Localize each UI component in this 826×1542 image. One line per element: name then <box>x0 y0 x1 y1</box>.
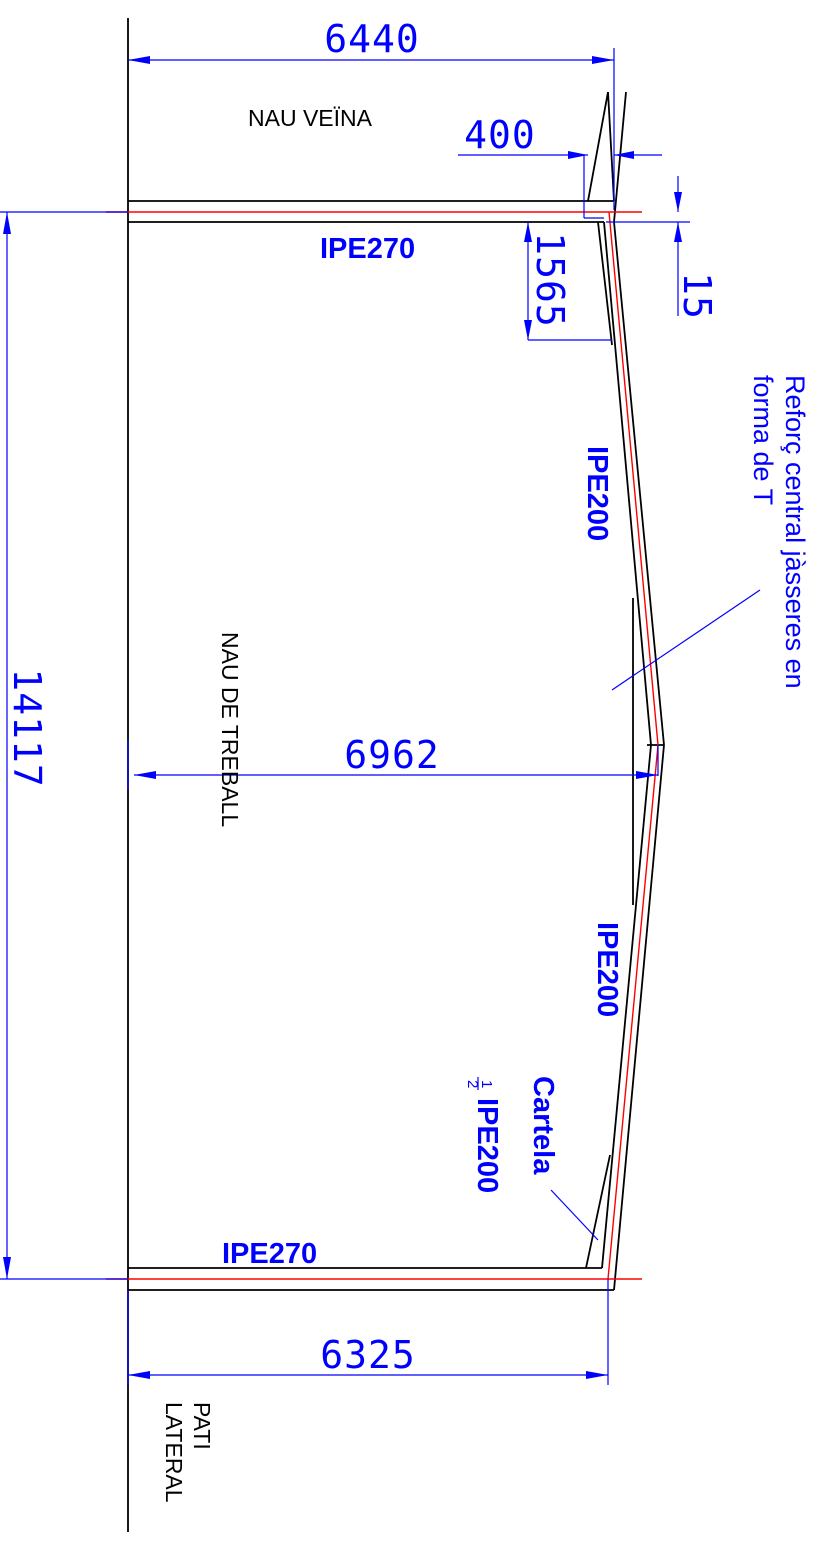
dim-14117-text: 14117 <box>5 668 49 787</box>
gusset-fraction-numerator: 1 <box>478 1080 495 1088</box>
dim-6325-arrow-right <box>586 1371 608 1379</box>
dimension-texts: 6440 400 1565 15 14117 6962 6325 <box>5 17 719 1377</box>
reinforcement-leader <box>611 589 761 691</box>
dim-6440-text: 6440 <box>324 17 420 61</box>
profile-labels: IPE270 IPE200 IPE200 IPE270 Cartela 1 2 … <box>222 233 623 1270</box>
gusset-fraction-denominator: 2 <box>464 1080 481 1088</box>
reinforcement-note-line2: forma de T <box>748 375 778 505</box>
top-beam-profile: IPE270 <box>320 233 415 265</box>
upper-girder-inner <box>603 221 652 746</box>
dimension-lines <box>0 48 761 1385</box>
dim-400-text: 400 <box>464 113 536 157</box>
patio-label-line1: PATI <box>189 1402 215 1450</box>
lower-girder-profile: IPE200 <box>591 922 623 1017</box>
dim-14117-arrow-top <box>3 212 11 234</box>
dim-14117-arrow-bottom <box>3 1257 11 1279</box>
dim-6325-arrow-left <box>128 1371 150 1379</box>
dim-1565-text: 1565 <box>528 232 572 328</box>
gusset-label-line2: IPE200 <box>471 1098 503 1193</box>
neighbor-bay-label: NAU VEÏNA <box>248 105 373 131</box>
dim-6962-text: 6962 <box>344 733 440 777</box>
lower-girder-inner <box>601 744 652 1269</box>
gusset-leader <box>550 1189 599 1241</box>
dim-6325-text: 6325 <box>320 1333 416 1377</box>
axis-lines <box>106 211 659 1280</box>
reinforcement-note-line1: Reforç central jàsseres en <box>780 375 810 689</box>
top-haunch-line <box>597 221 613 346</box>
work-bay-label: NAU DE TREBALL <box>217 632 243 827</box>
dim-6440-arrow-right <box>592 56 614 64</box>
patio-label-line2: LATERAL <box>161 1402 187 1503</box>
dim-15-arrow-bottom <box>674 222 682 242</box>
notes: Reforç central jàsseres en forma de T <box>748 375 810 689</box>
area-labels: NAU VEÏNA NAU DE TREBALL PATI LATERAL <box>161 105 373 1503</box>
dim-1565-arrow-top <box>524 222 532 242</box>
dim-15-arrow-top <box>674 192 682 212</box>
top-column-line <box>613 91 627 223</box>
dim-6962-arrow-right <box>636 771 658 779</box>
lower-girder-axis <box>607 744 659 1280</box>
gusset-label-line1: Cartela <box>527 1076 559 1175</box>
dim-6440-arrow-left <box>128 56 150 64</box>
dim-400-arrow-right <box>614 151 634 159</box>
lower-girder-outer <box>613 744 665 1291</box>
bottom-gusset-line <box>585 1154 611 1269</box>
dim-400-arrow-left <box>568 151 588 159</box>
upper-girder-outer <box>613 221 665 746</box>
dim-1565-arrow-bottom <box>524 320 532 340</box>
top-gusset-line-b <box>607 91 615 202</box>
top-gusset-line-a <box>587 91 609 202</box>
bottom-beam-profile: IPE270 <box>222 1238 317 1270</box>
upper-girder-profile: IPE200 <box>581 446 613 541</box>
dim-15-text: 15 <box>675 272 719 320</box>
dim-6962-arrow-left <box>134 771 156 779</box>
upper-girder-axis <box>608 211 659 746</box>
